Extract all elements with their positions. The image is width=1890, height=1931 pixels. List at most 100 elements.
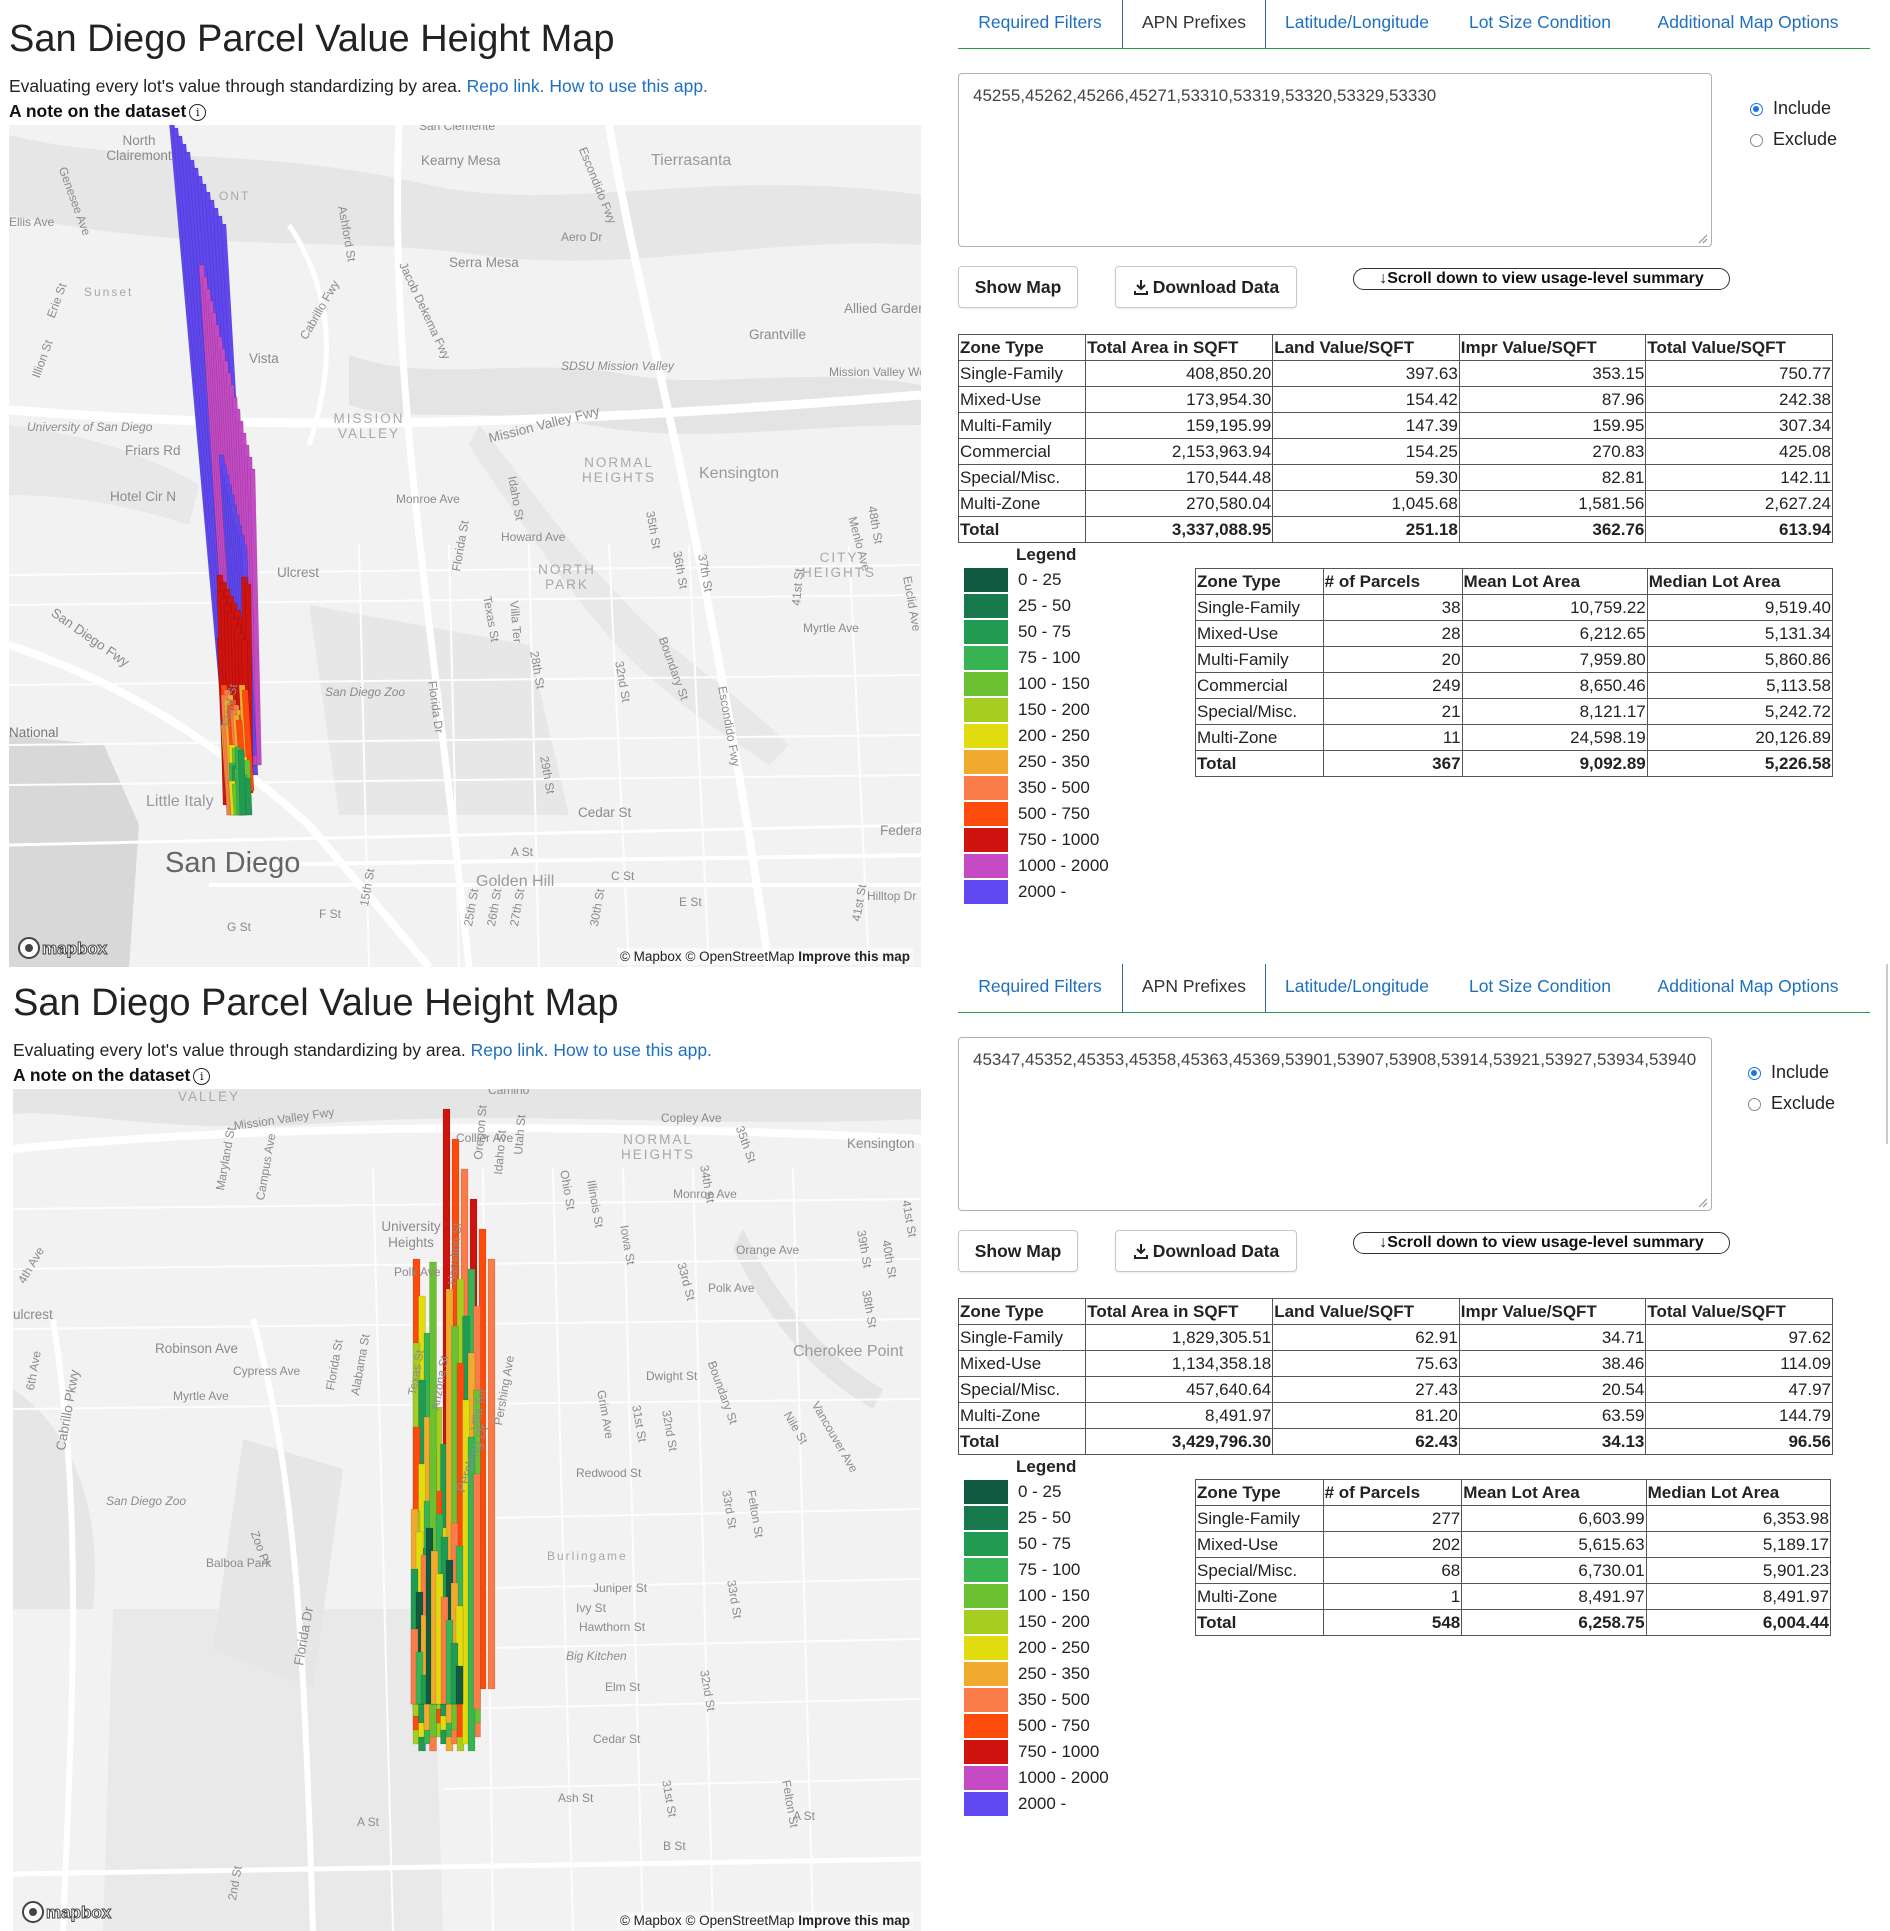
scroll-summary-link[interactable]: ↓Scroll down to view usage-level summary — [1353, 1232, 1730, 1254]
parcel-column[interactable] — [241, 689, 255, 792]
mapbox-logo-icon[interactable]: mapbox — [17, 935, 127, 961]
dataset-note[interactable]: A note on the dataset i — [13, 1065, 211, 1086]
info-icon[interactable]: i — [189, 104, 207, 121]
map-canvas[interactable]: San Clemente North Clairemont Kearny Mes… — [9, 125, 921, 967]
subtitle-text: Evaluating every lot's value through sta… — [9, 76, 462, 96]
map-label: San Diego Zoo — [325, 685, 406, 699]
map-label: Elm St — [605, 1680, 641, 1694]
parcel-column[interactable] — [462, 1399, 470, 1745]
dataset-note[interactable]: A note on the dataset i — [9, 101, 207, 122]
attribution-mapbox[interactable]: © Mapbox — [619, 949, 682, 964]
table-cell: 242.38 — [1645, 386, 1833, 413]
legend-item: 1000 - 2000 — [964, 853, 1109, 879]
scrollbar-track[interactable] — [1886, 964, 1888, 1144]
parcel-column[interactable] — [455, 1665, 464, 1705]
map-label: Camino — [488, 1089, 530, 1097]
legend-label: 250 - 350 — [1018, 752, 1090, 771]
apn-prefix-input[interactable]: 45255,45262,45266,45271,53310,53319,5332… — [958, 73, 1712, 247]
improve-map-link[interactable]: Improve this map — [798, 1913, 910, 1928]
tab-lot-size-condition[interactable]: Lot Size Condition — [1468, 976, 1612, 996]
table-cell: 613.94 — [1645, 516, 1833, 543]
mapbox-logo-icon[interactable]: mapbox — [21, 1899, 131, 1925]
table-cell: 154.42 — [1272, 386, 1460, 413]
legend-label: 350 - 500 — [1018, 778, 1090, 797]
tab-latitude-longitude[interactable]: Latitude/Longitude — [1284, 12, 1430, 32]
resize-grip-icon[interactable] — [1698, 1198, 1708, 1208]
table-cell: 408,850.20 — [1085, 360, 1274, 387]
info-icon[interactable]: i — [193, 1068, 211, 1085]
repo-link[interactable]: Repo link. — [470, 1040, 549, 1060]
map-label: E St — [679, 895, 702, 909]
tab-required-filters[interactable]: Required Filters — [978, 976, 1102, 996]
apn-prefix-input[interactable]: 45347,45352,45353,45358,45363,45369,5390… — [958, 1037, 1712, 1211]
parcel-column[interactable] — [467, 1436, 476, 1752]
exclude-radio[interactable]: Exclude — [1748, 1093, 1835, 1114]
download-data-button[interactable]: Download Data — [1115, 266, 1297, 308]
table-cell: 5,189.17 — [1645, 1531, 1832, 1558]
legend-label: 350 - 500 — [1018, 1690, 1090, 1709]
legend-swatch — [964, 698, 1008, 722]
table-cell: 5,113.58 — [1646, 672, 1834, 699]
tab-additional-map-options[interactable]: Additional Map Options — [1657, 976, 1839, 996]
table-cell: Single-Family — [1195, 594, 1324, 621]
attribution-osm[interactable]: © OpenStreetMap — [685, 1913, 795, 1928]
table-cell: Total — [1195, 750, 1324, 777]
table-cell: 159.95 — [1458, 412, 1647, 439]
table-cell: 21 — [1322, 698, 1463, 725]
resize-grip-icon[interactable] — [1698, 234, 1708, 244]
parcel-column[interactable] — [237, 749, 247, 816]
legend-item: 500 - 750 — [964, 1713, 1109, 1739]
tab-lot-size-condition[interactable]: Lot Size Condition — [1468, 12, 1612, 32]
show-map-button[interactable]: Show Map — [958, 1230, 1078, 1272]
parcel-column[interactable] — [473, 1473, 481, 1710]
include-radio[interactable]: Include — [1750, 98, 1831, 119]
exclude-radio[interactable]: Exclude — [1750, 129, 1837, 150]
table-row: Single-Family 277 6,603.99 6,353.98 — [1195, 1505, 1832, 1532]
tab-apn-prefixes[interactable]: APN Prefixes — [1122, 964, 1266, 1012]
legend-label: 25 - 50 — [1018, 596, 1071, 615]
map-basemap — [13, 1089, 921, 1931]
map-canvas[interactable]: VALLEY Mission Valley Fwy Camino Copley … — [13, 1089, 921, 1931]
table-cell: Multi-Family — [1195, 646, 1324, 673]
parcel-column[interactable] — [487, 1258, 496, 1690]
scroll-summary-link[interactable]: ↓Scroll down to view usage-level summary — [1353, 268, 1730, 290]
parcel-column[interactable] — [249, 468, 262, 766]
legend-label: 100 - 150 — [1018, 674, 1090, 693]
how-to-link[interactable]: How to use this app. — [553, 1040, 712, 1060]
table-row: Multi-Family 159,195.99 147.39 159.95 307.34 — [957, 412, 1833, 439]
legend-swatch — [964, 1792, 1008, 1816]
map-label: Ellis Ave — [9, 215, 55, 229]
table-cell: 28 — [1322, 620, 1463, 647]
legend-item: 750 - 1000 — [964, 827, 1109, 853]
parcel-columns[interactable] — [13, 1089, 921, 1931]
table-cell: 8,121.17 — [1461, 698, 1648, 725]
show-map-button[interactable]: Show Map — [958, 266, 1078, 308]
improve-map-link[interactable]: Improve this map — [798, 949, 910, 964]
column-header: Mean Lot Area — [1461, 568, 1648, 595]
tab-latitude-longitude[interactable]: Latitude/Longitude — [1284, 976, 1430, 996]
tab-required-filters[interactable]: Required Filters — [978, 12, 1102, 32]
parcel-columns[interactable] — [9, 125, 921, 967]
legend-item: 250 - 350 — [964, 1661, 1109, 1687]
table-cell: Multi-Family — [957, 412, 1087, 439]
how-to-link[interactable]: How to use this app. — [549, 76, 708, 96]
legend-label: 75 - 100 — [1018, 1560, 1081, 1579]
table-cell: 63.59 — [1458, 1402, 1647, 1429]
map-label: University of San Diego — [27, 420, 153, 434]
parcel-summary-table: Zone Type # of Parcels Mean Lot Area Median… — [1195, 568, 1834, 777]
repo-link[interactable]: Repo link. — [466, 76, 545, 96]
map-label: North Clairemont — [106, 133, 172, 163]
legend-label: 250 - 350 — [1018, 1664, 1090, 1683]
tab-apn-prefixes[interactable]: APN Prefixes — [1122, 0, 1266, 48]
table-cell: 397.63 — [1272, 360, 1460, 387]
map-label: NORTH PARK — [538, 562, 596, 592]
include-radio[interactable]: Include — [1748, 1062, 1829, 1083]
map-label: Sunset — [84, 285, 134, 299]
legend-item: 200 - 250 — [964, 723, 1109, 749]
tab-additional-map-options[interactable]: Additional Map Options — [1657, 12, 1839, 32]
table-cell: 6,004.44 — [1645, 1609, 1832, 1636]
table-cell: Special/Misc. — [957, 1376, 1087, 1403]
download-data-button[interactable]: Download Data — [1115, 1230, 1297, 1272]
attribution-mapbox[interactable]: © Mapbox — [619, 1913, 682, 1928]
attribution-osm[interactable]: © OpenStreetMap — [685, 949, 795, 964]
